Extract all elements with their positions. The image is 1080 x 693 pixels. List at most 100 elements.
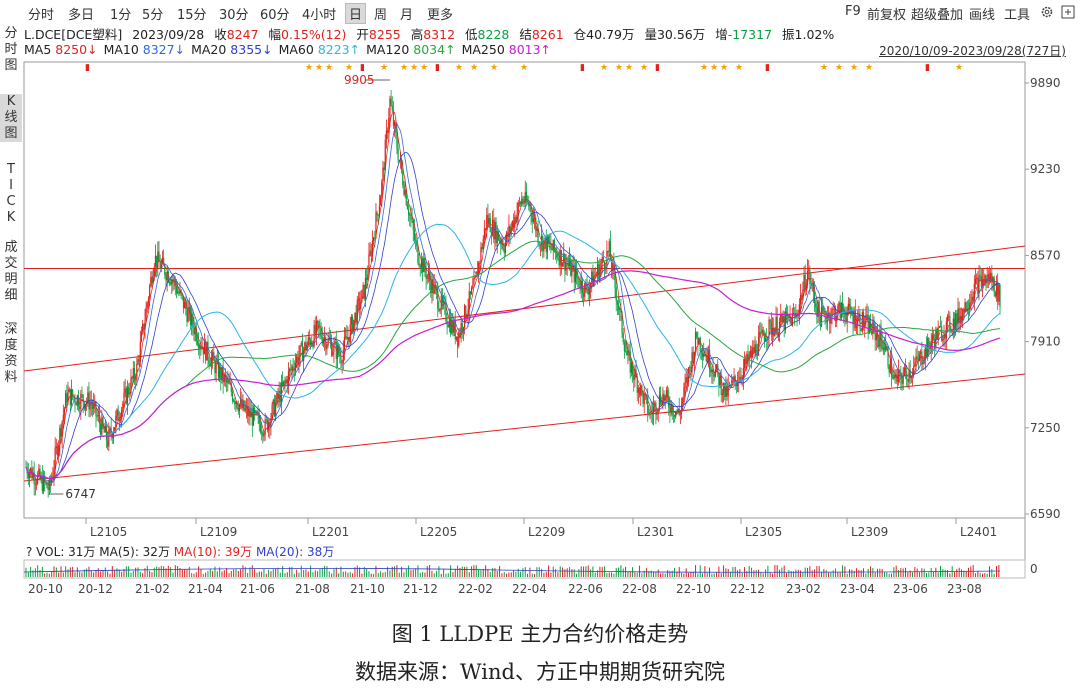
candle-body: [477, 262, 480, 277]
candle-body: [171, 279, 173, 285]
volume-bar: [767, 565, 769, 577]
candle-body: [573, 264, 575, 283]
candle-body: [333, 343, 335, 352]
candle-body: [888, 366, 890, 373]
candle-body: [558, 258, 560, 266]
candle-body: [251, 411, 253, 426]
toolbar-right-2[interactable]: 超级叠加: [911, 8, 964, 23]
volume-bar: [72, 566, 74, 577]
toolbar-right-4[interactable]: 工具: [1004, 8, 1031, 23]
price-tick: 9890: [1030, 76, 1061, 90]
candle-body: [34, 483, 36, 485]
volume-bar: [170, 567, 172, 577]
gear-icon[interactable]: [1040, 5, 1054, 19]
candle-body: [608, 241, 610, 253]
high-field: 高8312: [410, 27, 456, 42]
candle-body: [560, 250, 563, 267]
volume-bar: [123, 568, 125, 577]
volume-bar: [48, 573, 50, 577]
candle-body: [515, 217, 517, 223]
candle-body: [273, 399, 276, 416]
candle-body: [153, 266, 155, 276]
volume-bar: [774, 565, 776, 577]
timeframe-5[interactable]: 30分: [219, 8, 249, 23]
timeframe-11[interactable]: 更多: [427, 8, 454, 23]
volume-bar: [534, 573, 536, 577]
candle-body: [346, 336, 348, 340]
candle-body: [308, 337, 311, 341]
volume-bar: [800, 570, 802, 577]
candle-body: [215, 361, 217, 374]
candle-body: [56, 446, 59, 456]
side-tab-0[interactable]: 分时图: [4, 26, 18, 73]
candle-body: [173, 279, 175, 282]
timeframe-10[interactable]: 月: [400, 8, 414, 23]
volume-bar: [251, 565, 253, 577]
toolbar-right-1[interactable]: 前复权: [867, 8, 907, 23]
candle-body: [696, 332, 698, 338]
candle-body: [677, 409, 679, 413]
candle-body: [219, 366, 221, 378]
toolbar-right-0[interactable]: F9: [845, 4, 861, 19]
candle-body: [326, 345, 328, 350]
volume-bar: [529, 567, 531, 577]
timeframe-0[interactable]: 分时: [28, 8, 55, 23]
candle-body: [678, 409, 680, 415]
volume-bar: [289, 567, 291, 577]
candle-body: [394, 122, 396, 126]
volume-bar: [298, 572, 300, 577]
candle-body: [301, 342, 304, 362]
candle-body: [745, 359, 747, 365]
side-tab-3[interactable]: 成交明细: [4, 240, 18, 303]
quote-info-row: L.DCE[DCE塑料] 2023/09/28 收8247 幅0.15%(12)…: [24, 24, 840, 43]
toolbar-right-3[interactable]: 画线: [969, 8, 996, 23]
volume-bar: [95, 569, 97, 577]
candle-body: [181, 293, 183, 296]
candle-body: [259, 423, 262, 433]
timeframe-4[interactable]: 15分: [177, 8, 207, 23]
timeframe-6[interactable]: 60分: [260, 8, 290, 23]
candle-body: [641, 385, 643, 392]
candle-body: [136, 363, 138, 380]
candle-body: [502, 243, 504, 249]
volume-bar: [510, 572, 512, 577]
oi-field: 仓40.79万: [573, 27, 635, 42]
candle-body: [391, 105, 393, 111]
candle-body: [500, 240, 502, 245]
candle-body: [529, 205, 531, 207]
candle-body: [300, 342, 302, 346]
side-tab-4[interactable]: 深度资料: [4, 322, 18, 385]
candle-body: [780, 313, 782, 322]
timeframe-7[interactable]: 4小时: [302, 8, 337, 23]
candle-body: [991, 272, 993, 283]
candle-body: [712, 369, 714, 374]
candle-body: [704, 353, 706, 357]
candle-body: [624, 351, 627, 352]
candle-body: [689, 366, 691, 368]
volume-bar: [618, 567, 620, 577]
volume-bar: [214, 566, 216, 577]
timeframe-8[interactable]: 日: [345, 3, 367, 24]
volume-bar: [900, 568, 902, 577]
volume-bar: [317, 571, 319, 577]
candle-body: [448, 318, 451, 328]
expand-icon[interactable]: [1061, 5, 1075, 19]
candle-body: [743, 359, 746, 368]
date-range-selector[interactable]: 2020/10/09-2023/09/28(727日): [879, 44, 1066, 58]
timeframe-3[interactable]: 5分: [142, 8, 164, 23]
candle-body: [236, 402, 238, 408]
candle-body: [132, 367, 134, 379]
timeframe-2[interactable]: 1分: [110, 8, 132, 23]
volume-bar: [102, 570, 104, 577]
candle-body: [157, 251, 159, 268]
candle-body: [66, 393, 68, 403]
candle-body: [76, 395, 78, 406]
event-star: ★: [865, 63, 873, 73]
candle-body: [234, 400, 236, 404]
timeframe-1[interactable]: 多日: [68, 8, 95, 23]
volume-bar: [930, 567, 932, 577]
timeframe-9[interactable]: 周: [374, 8, 388, 23]
